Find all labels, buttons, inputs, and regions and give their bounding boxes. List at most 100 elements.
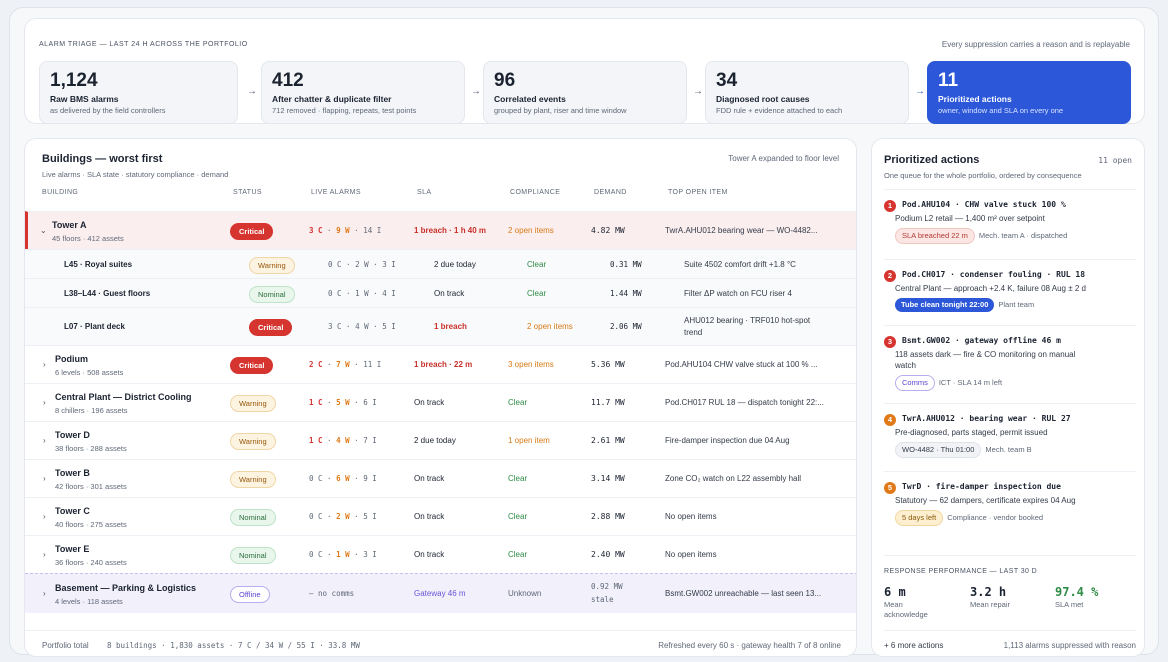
chevron-right-icon[interactable]: › — [43, 589, 46, 598]
table-row-central-plant[interactable]: › Central Plant — District Cooling 8 chi… — [25, 383, 856, 421]
stage-raw-alarms[interactable]: 1,124 Raw BMS alarms as delivered by the… — [39, 61, 238, 124]
table-row-floor-l45[interactable]: L45 · Royal suites Warning 0 C · 2 W · 3… — [25, 249, 856, 278]
compliance-state[interactable]: 2 open items — [508, 226, 554, 235]
stage-correlated[interactable]: 96 Correlated events grouped by plant, r… — [483, 61, 687, 124]
table-row-tower-d[interactable]: › Tower D 38 floors · 288 assets Warning… — [25, 421, 856, 459]
comms-tag[interactable]: Comms — [895, 375, 935, 391]
table-row-tower-e[interactable]: › Tower E 36 floors · 240 assets Nominal… — [25, 535, 856, 573]
action-item-2[interactable]: 2 Pod.CH017 · condenser fouling · RUL 18… — [884, 259, 1136, 312]
stage-number: 412 — [272, 70, 304, 91]
sla-state: On track — [414, 512, 445, 521]
action-item-3[interactable]: 3 Bsmt.GW002 · gateway offline 46 m 118 … — [884, 325, 1136, 391]
priority-number: 4 — [884, 414, 896, 426]
table-header: BUILDING STATUS LIVE ALARMS SLA COMPLIAN… — [25, 189, 856, 205]
compliance-state[interactable]: 2 open items — [527, 322, 573, 331]
stage-diagnosed[interactable]: 34 Diagnosed root causes FDD rule + evid… — [705, 61, 909, 124]
action-head: Bsmt.GW002 · gateway offline 46 m — [902, 336, 1061, 345]
col-status[interactable]: STATUS — [233, 189, 262, 196]
top-open-item[interactable]: Filter ΔP watch on FCU riser 4 — [684, 289, 792, 298]
top-open-item[interactable]: TwrA.AHU012 bearing wear — WO-4482... — [665, 226, 818, 235]
action-desc: Pre-diagnosed, parts staged, permit issu… — [895, 428, 1048, 437]
top-open-item[interactable]: Pod.AHU104 CHW valve stuck at 100 % ... — [665, 360, 818, 369]
dashboard-frame: ALARM TRIAGE — LAST 24 H ACROSS THE PORT… — [9, 7, 1159, 657]
table-row-basement[interactable]: › Basement — Parking & Logistics 4 level… — [25, 573, 856, 613]
stage-number: 1,124 — [50, 70, 98, 91]
chevron-right-icon[interactable]: › — [43, 512, 46, 521]
status-badge: Critical — [230, 357, 274, 374]
top-open-item[interactable]: Pod.CH017 RUL 18 — dispatch tonight 22:.… — [665, 398, 824, 407]
col-building[interactable]: BUILDING — [42, 189, 79, 196]
building-name: Podium — [55, 354, 88, 364]
chevron-right-icon[interactable]: › — [43, 436, 46, 445]
col-sla[interactable]: SLA — [417, 189, 432, 196]
action-item-5[interactable]: 5 TwrD · fire-damper inspection due Stat… — [884, 471, 1136, 526]
work-order-tag[interactable]: WO-4482 · Thu 01:00 — [895, 442, 982, 458]
table-row-podium[interactable]: › Podium 6 levels · 508 assets Critical … — [25, 345, 856, 383]
stage-number: 96 — [494, 70, 516, 91]
table-row-tower-c[interactable]: › Tower C 40 floors · 275 assets Nominal… — [25, 497, 856, 535]
live-alarms: — no comms — [309, 589, 355, 598]
funnel-note: Every suppression carries a reason and i… — [941, 40, 1130, 49]
footer-refresh-note: Refreshed every 60 s · gateway health 7 … — [658, 641, 841, 650]
panel-title: Prioritized actions — [884, 154, 980, 166]
alarm-triage-funnel: ALARM TRIAGE — LAST 24 H ACROSS THE PORT… — [24, 18, 1145, 124]
panel-note: Tower A expanded to floor level — [728, 154, 839, 163]
compliance-state[interactable]: 1 open item — [508, 436, 550, 445]
action-item-4[interactable]: 4 TwrA.AHU012 · bearing wear · RUL 27 Pr… — [884, 403, 1136, 458]
stage-label: After chatter & duplicate filter — [272, 94, 392, 104]
status-badge: Nominal — [230, 547, 276, 564]
col-compliance[interactable]: COMPLIANCE — [510, 189, 561, 196]
sla-state: On track — [414, 398, 445, 407]
table-row-floor-l07[interactable]: L07 · Plant deck Critical 3 C · 4 W · 5 … — [25, 307, 856, 345]
compliance-state: Clear — [527, 260, 547, 269]
building-name: Tower E — [55, 544, 90, 554]
top-open-item[interactable]: AHU012 bearing · TRF010 hot-spot — [684, 316, 811, 325]
demand-value: 4.82 MW — [591, 226, 625, 235]
live-alarms: 0 C · 6 W · 9 I — [309, 474, 377, 483]
building-meta: 38 floors · 288 assets — [55, 444, 127, 453]
open-count: 11 open — [1098, 156, 1132, 165]
top-open-item[interactable]: Suite 4502 comfort drift +1.8 °C — [684, 260, 796, 269]
top-open-item[interactable]: Fire-damper inspection due 04 Aug — [665, 436, 790, 445]
chevron-down-icon[interactable]: ⌄ — [40, 226, 47, 235]
table-row-floor-l38-l44[interactable]: L38–L44 · Guest floors Nominal 0 C · 1 W… — [25, 278, 856, 307]
col-top-open-item[interactable]: TOP OPEN ITEM — [668, 189, 728, 196]
building-name: Basement — Parking & Logistics — [55, 583, 197, 593]
sla-state: On track — [414, 550, 445, 559]
chevron-right-icon[interactable]: › — [43, 360, 46, 369]
demand-value: 2.06 MW — [610, 322, 642, 331]
action-item-1[interactable]: 1 Pod.AHU104 · CHW valve stuck 100 % Pod… — [884, 189, 1136, 244]
top-open-item[interactable]: Zone CO₂ watch on L22 assembly hall — [665, 474, 802, 483]
live-alarms: 3 C · 9 W · 14 I — [309, 226, 382, 235]
schedule-tag[interactable]: Tube clean tonight 22:00 — [895, 298, 995, 312]
action-owner: Plant team — [998, 300, 1035, 309]
top-open-item[interactable]: Bsmt.GW002 unreachable — last seen 13... — [665, 589, 822, 598]
action-desc: Podium L2 retail — 1,400 m² over setpoin… — [895, 214, 1045, 223]
action-desc: Statutory — 62 dampers, certificate expi… — [895, 496, 1076, 505]
more-actions-link[interactable]: + 6 more actions — [884, 641, 944, 650]
building-name: Tower B — [55, 468, 90, 478]
footer-totals: 8 buildings · 1,830 assets · 7 C / 34 W … — [107, 641, 360, 650]
sla-state: 1 breach · 1 h 40 m — [414, 226, 487, 235]
compliance-state[interactable]: 3 open items — [508, 360, 554, 369]
status-badge: Warning — [230, 395, 276, 412]
stage-prioritized[interactable]: 11 Prioritized actions owner, window and… — [927, 61, 1131, 124]
table-row-tower-b[interactable]: › Tower B 42 floors · 301 assets Warning… — [25, 459, 856, 497]
live-alarms: 0 C · 1 W · 3 I — [309, 550, 377, 559]
chevron-right-icon[interactable]: › — [43, 398, 46, 407]
table-row-tower-a[interactable]: ⌄ Tower A 45 floors · 412 assets Critica… — [25, 211, 856, 249]
demand-stale: stale — [591, 595, 614, 604]
arrow-right-icon: → — [693, 86, 703, 97]
status-badge: Warning — [249, 257, 295, 274]
chevron-right-icon[interactable]: › — [43, 474, 46, 483]
col-demand[interactable]: DEMAND — [594, 189, 627, 196]
stage-filtered[interactable]: 412 After chatter & duplicate filter 712… — [261, 61, 465, 124]
stage-sub: FDD rule + evidence attached to each — [716, 106, 843, 115]
col-live-alarms[interactable]: LIVE ALARMS — [311, 189, 361, 196]
demand-value: 1.44 MW — [610, 289, 642, 298]
sla-state[interactable]: Gateway 46 m — [414, 589, 466, 598]
chevron-right-icon[interactable]: › — [43, 550, 46, 559]
stage-sub: as delivered by the field controllers — [50, 106, 166, 115]
floor-name: L45 · Royal suites — [64, 260, 133, 269]
action-owner: ICT · SLA 14 m left — [938, 378, 1003, 387]
